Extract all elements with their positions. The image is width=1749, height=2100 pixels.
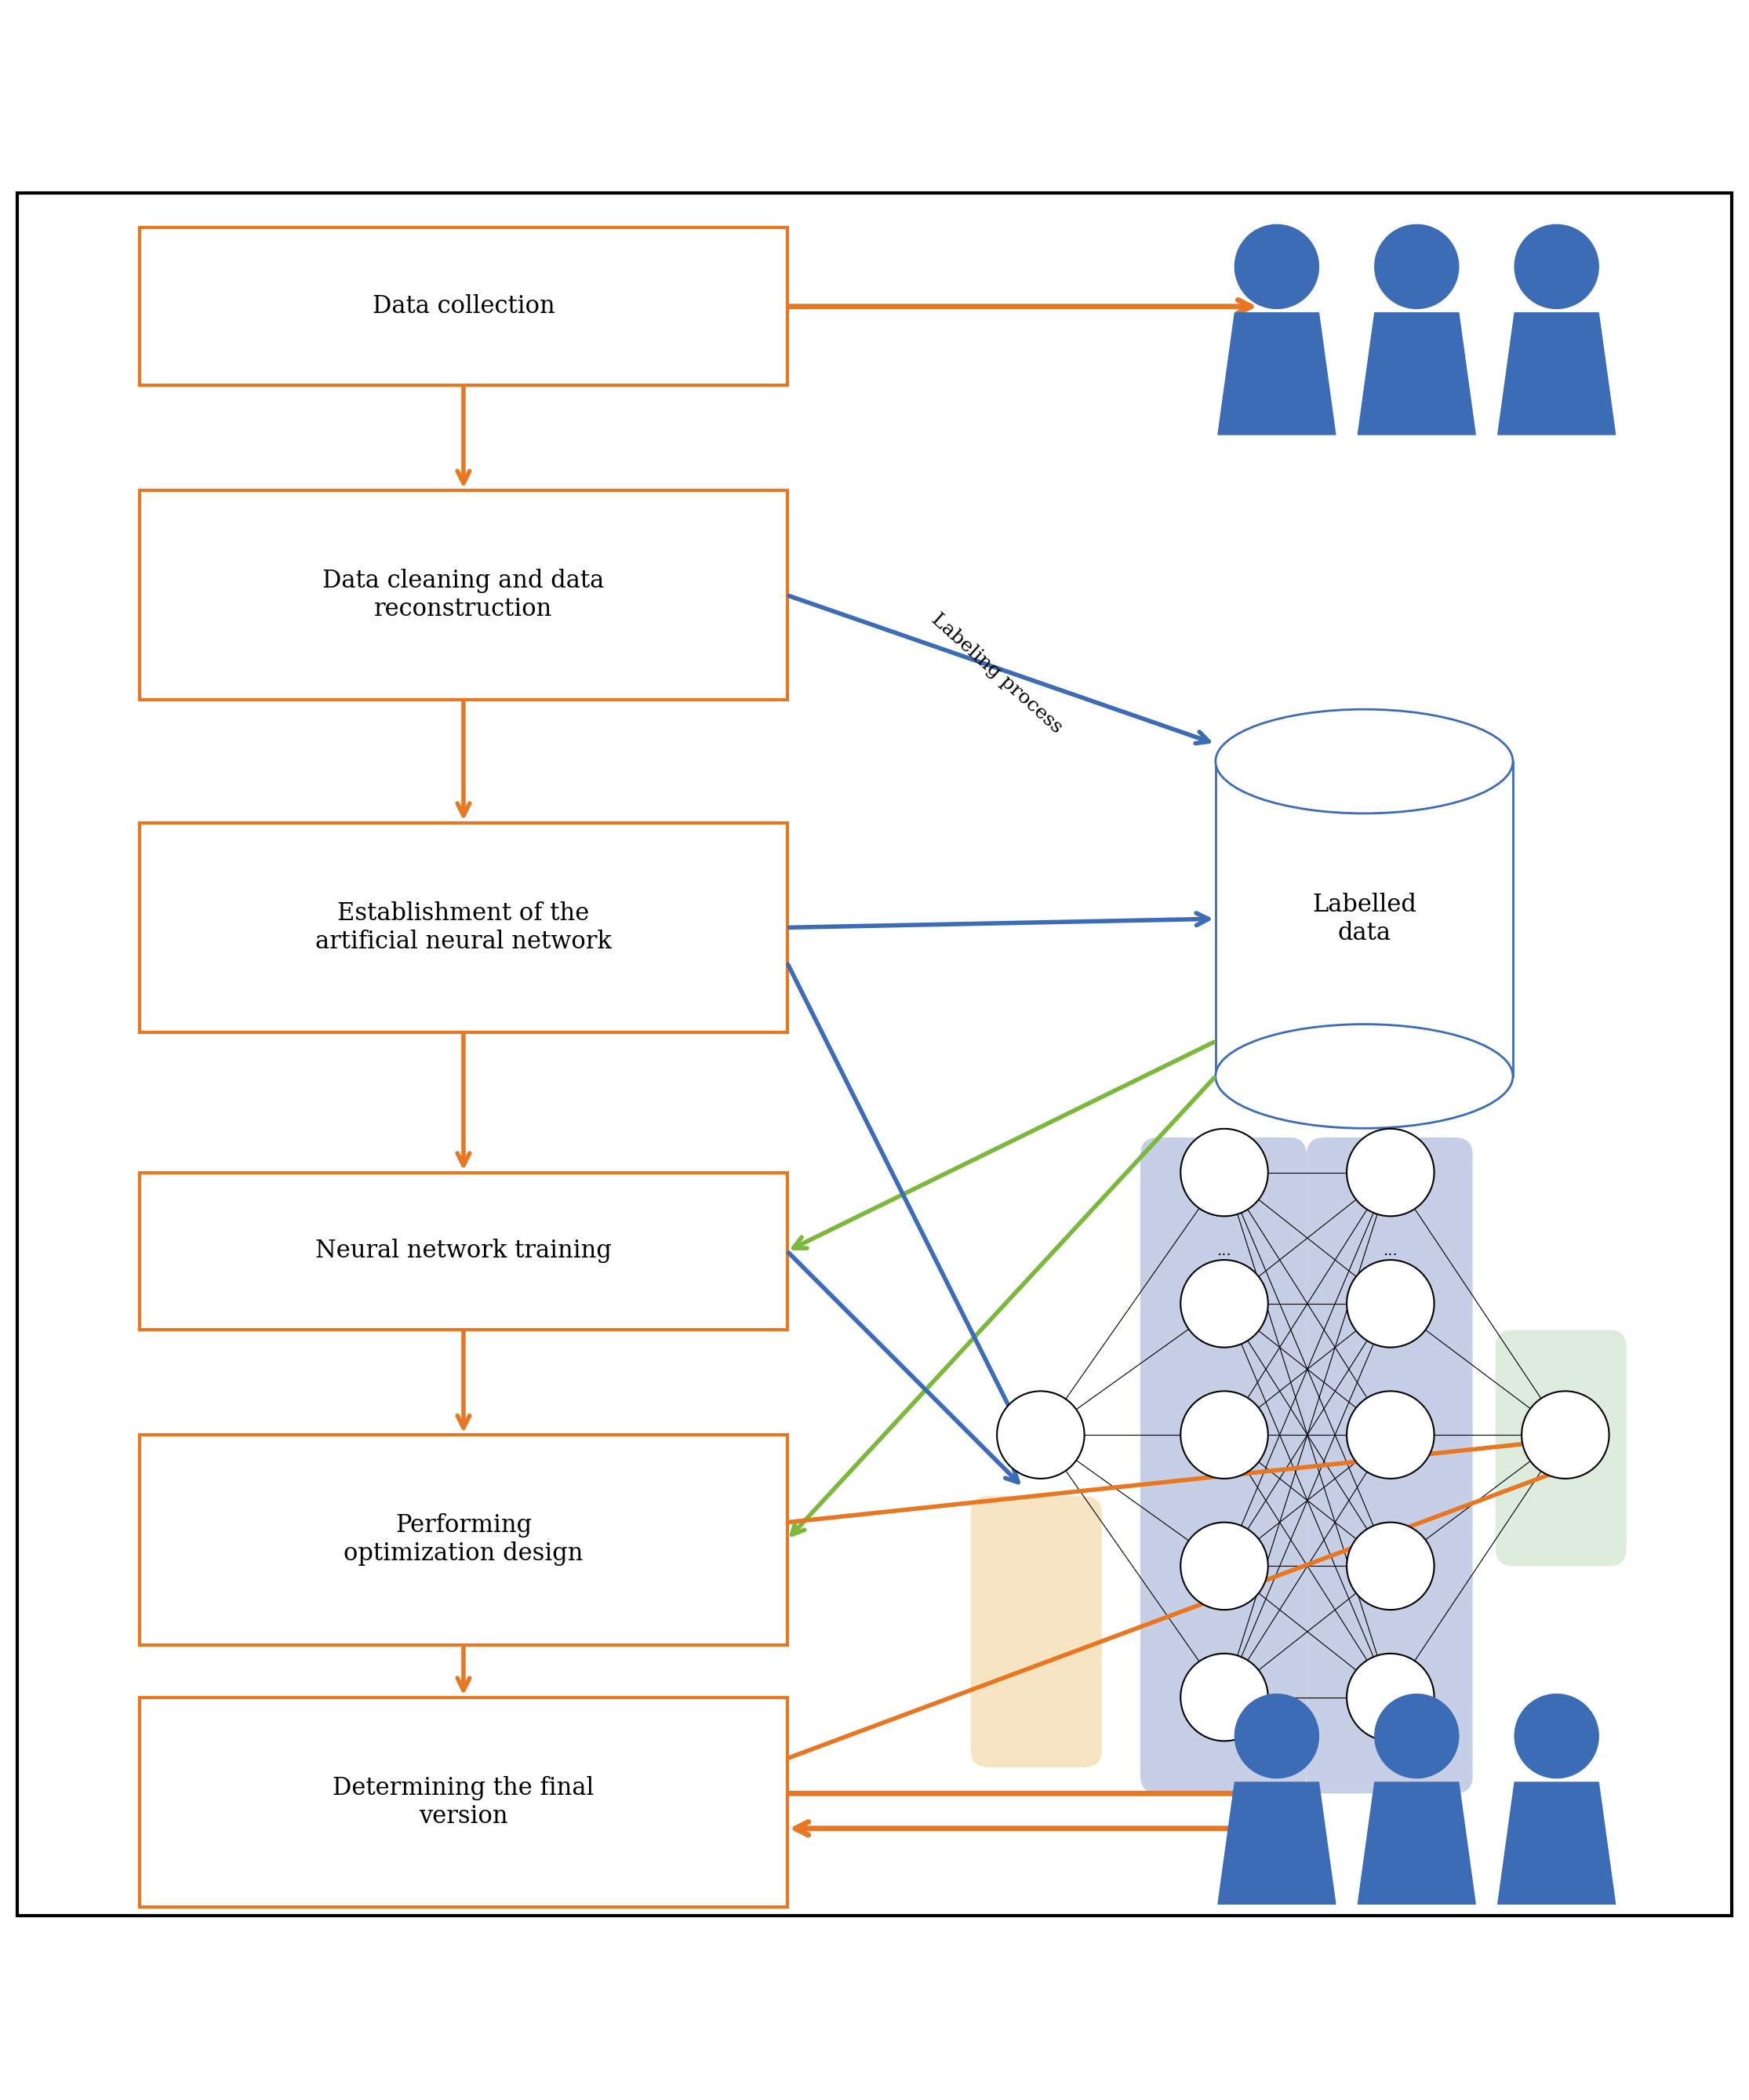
Ellipse shape — [1216, 710, 1513, 813]
Text: Data collection: Data collection — [373, 294, 554, 319]
FancyBboxPatch shape — [140, 489, 787, 699]
Circle shape — [1181, 1522, 1268, 1611]
Circle shape — [1347, 1522, 1434, 1611]
Text: Performing
optimization design: Performing optimization design — [345, 1514, 582, 1567]
Text: ...: ... — [1383, 1243, 1397, 1258]
Circle shape — [1347, 1390, 1434, 1478]
FancyBboxPatch shape — [140, 823, 787, 1033]
Circle shape — [1347, 1260, 1434, 1348]
FancyBboxPatch shape — [1140, 1138, 1307, 1793]
FancyBboxPatch shape — [1307, 1138, 1473, 1793]
Text: Establishment of the
artificial neural network: Establishment of the artificial neural n… — [315, 901, 612, 953]
FancyBboxPatch shape — [1495, 1329, 1627, 1567]
Text: Determining the final
version: Determining the final version — [332, 1777, 595, 1829]
Ellipse shape — [1216, 1025, 1513, 1128]
Circle shape — [1522, 1390, 1609, 1478]
FancyBboxPatch shape — [140, 227, 787, 384]
Circle shape — [997, 1390, 1084, 1478]
Circle shape — [1181, 1390, 1268, 1478]
Circle shape — [1235, 1695, 1319, 1779]
Circle shape — [1515, 225, 1599, 309]
FancyBboxPatch shape — [140, 1697, 787, 1907]
Circle shape — [1375, 225, 1459, 309]
Polygon shape — [1497, 313, 1616, 435]
Polygon shape — [1357, 313, 1476, 435]
Circle shape — [1181, 1653, 1268, 1741]
Polygon shape — [1217, 1783, 1336, 1905]
FancyBboxPatch shape — [17, 193, 1732, 1915]
Polygon shape — [1357, 1783, 1476, 1905]
Circle shape — [1347, 1653, 1434, 1741]
Text: Data cleaning and data
reconstruction: Data cleaning and data reconstruction — [322, 569, 605, 622]
Text: Labeling process: Labeling process — [929, 611, 1065, 737]
Polygon shape — [1217, 313, 1336, 435]
Circle shape — [1181, 1260, 1268, 1348]
FancyBboxPatch shape — [140, 1172, 787, 1329]
FancyBboxPatch shape — [971, 1495, 1102, 1768]
Text: ...: ... — [1217, 1243, 1231, 1258]
Circle shape — [1181, 1128, 1268, 1216]
Circle shape — [1375, 1695, 1459, 1779]
Polygon shape — [1497, 1783, 1616, 1905]
Text: Labelled
data: Labelled data — [1312, 892, 1417, 945]
FancyBboxPatch shape — [140, 1434, 787, 1644]
FancyBboxPatch shape — [1216, 762, 1513, 1075]
Circle shape — [1347, 1128, 1434, 1216]
Circle shape — [1515, 1695, 1599, 1779]
Text: Neural network training: Neural network training — [315, 1239, 612, 1264]
Circle shape — [1235, 225, 1319, 309]
